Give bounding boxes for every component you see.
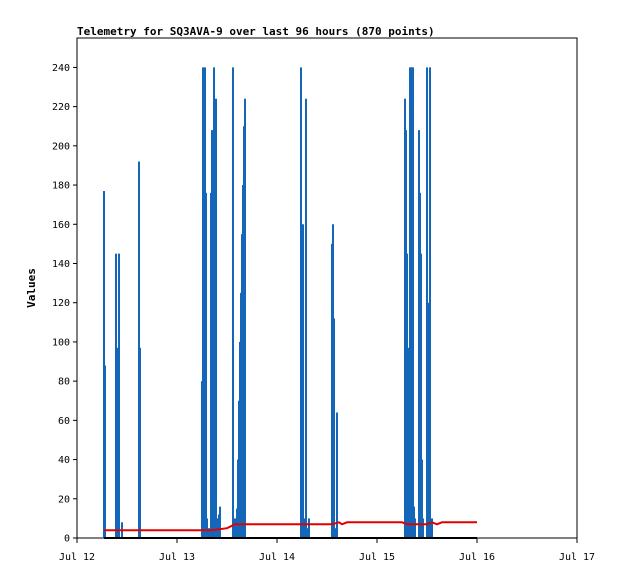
x-tick-label: Jul 13 xyxy=(159,552,195,563)
line-series xyxy=(104,521,477,539)
data-line xyxy=(104,521,477,532)
y-tick-label: 0 xyxy=(64,534,70,545)
x-tick-label: Jul 17 xyxy=(559,552,595,563)
y-tick-label: 220 xyxy=(52,102,70,113)
y-tick-label: 240 xyxy=(52,63,70,74)
y-tick-label: 40 xyxy=(58,455,70,466)
bar-series xyxy=(103,67,433,538)
y-tick-label: 80 xyxy=(58,377,70,388)
x-tick-label: Jul 12 xyxy=(59,552,95,563)
y-tick-label: 200 xyxy=(52,141,70,152)
chart-title: Telemetry for SQ3AVA-9 over last 96 hour… xyxy=(77,25,435,38)
y-axis-label: Values xyxy=(25,268,38,308)
y-tick-label: 100 xyxy=(52,337,70,348)
y-tick-label: 120 xyxy=(52,298,70,309)
y-axis: 0 20 40 60 80 100 120 140 160 180 200 220 240 xyxy=(52,63,77,545)
x-tick-label: Jul 14 xyxy=(259,552,295,563)
y-tick-label: 140 xyxy=(52,259,70,270)
y-tick-label: 180 xyxy=(52,181,70,192)
y-tick-label: 20 xyxy=(58,494,70,505)
y-tick-label: 160 xyxy=(52,220,70,231)
x-tick-label: Jul 15 xyxy=(359,552,395,563)
y-tick-label: 60 xyxy=(58,416,70,427)
x-tick-label: Jul 16 xyxy=(459,552,495,563)
